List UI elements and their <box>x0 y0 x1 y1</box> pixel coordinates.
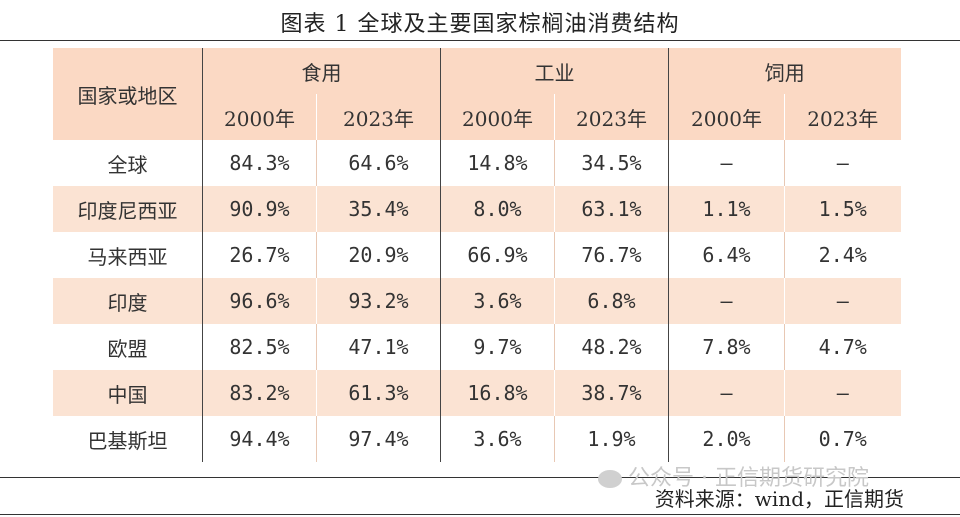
value-cell: 66.9% <box>440 232 555 278</box>
year-header: 2023年 <box>316 94 441 140</box>
value-cell: — <box>784 278 901 324</box>
group-header-feed: 饲用 <box>668 48 901 94</box>
value-cell: 35.4% <box>316 186 441 232</box>
value-cell: 63.1% <box>554 186 669 232</box>
year-header: 2023年 <box>784 94 901 140</box>
value-cell: 8.0% <box>440 186 555 232</box>
value-cell: 20.9% <box>316 232 441 278</box>
watermark-text: 公众号 · 正信期货研究院 <box>628 466 869 491</box>
value-cell: 6.4% <box>668 232 785 278</box>
value-cell: 97.4% <box>316 416 441 462</box>
value-cell: 34.5% <box>554 140 669 186</box>
value-cell: 3.6% <box>440 416 555 462</box>
region-cell: 马来西亚 <box>52 232 203 278</box>
year-header: 2023年 <box>554 94 669 140</box>
table-row: 巴基斯坦 94.4% 97.4% 3.6% 1.9% 2.0% 0.7% <box>52 416 901 462</box>
value-cell: 93.2% <box>316 278 441 324</box>
value-cell: 82.5% <box>202 324 317 370</box>
table-row: 印度尼西亚 90.9% 35.4% 8.0% 63.1% 1.1% 1.5% <box>52 186 901 232</box>
value-cell: 1.5% <box>784 186 901 232</box>
bottom-rule <box>0 477 960 478</box>
table-row: 欧盟 82.5% 47.1% 9.7% 48.2% 7.8% 4.7% <box>52 324 901 370</box>
bottom-rule <box>0 514 960 515</box>
value-cell: — <box>784 370 901 416</box>
value-cell: 94.4% <box>202 416 317 462</box>
value-cell: 90.9% <box>202 186 317 232</box>
wechat-icon <box>598 470 622 488</box>
group-header-food: 食用 <box>202 48 441 94</box>
value-cell: 96.6% <box>202 278 317 324</box>
value-cell: 14.8% <box>440 140 555 186</box>
year-header: 2000年 <box>440 94 555 140</box>
region-cell: 印度 <box>52 278 203 324</box>
consumption-table: 国家或地区 食用 工业 饲用 2000年 2023年 2000年 2023年 2… <box>52 48 901 462</box>
table-row: 全球 84.3% 64.6% 14.8% 34.5% — — <box>52 140 901 186</box>
value-cell: 6.8% <box>554 278 669 324</box>
region-column-header: 国家或地区 <box>52 48 203 140</box>
value-cell: — <box>668 370 785 416</box>
year-header: 2000年 <box>668 94 785 140</box>
region-cell: 欧盟 <box>52 324 203 370</box>
table-row: 马来西亚 26.7% 20.9% 66.9% 76.7% 6.4% 2.4% <box>52 232 901 278</box>
table-row: 印度 96.6% 93.2% 3.6% 6.8% — — <box>52 278 901 324</box>
value-cell: 76.7% <box>554 232 669 278</box>
value-cell: 1.9% <box>554 416 669 462</box>
value-cell: — <box>784 140 901 186</box>
table-row: 中国 83.2% 61.3% 16.8% 38.7% — — <box>52 370 901 416</box>
source-note: 资料来源：wind，正信期货 <box>654 487 904 511</box>
value-cell: 9.7% <box>440 324 555 370</box>
watermark: 公众号 · 正信期货研究院 <box>598 460 869 492</box>
value-cell: 1.1% <box>668 186 785 232</box>
figure-title: 图表 1 全球及主要国家棕榈油消费结构 <box>280 12 680 37</box>
value-cell: 48.2% <box>554 324 669 370</box>
top-rule <box>0 40 960 41</box>
value-cell: 83.2% <box>202 370 317 416</box>
value-cell: 61.3% <box>316 370 441 416</box>
region-cell: 全球 <box>52 140 203 186</box>
value-cell: 38.7% <box>554 370 669 416</box>
value-cell: — <box>668 140 785 186</box>
value-cell: 0.7% <box>784 416 901 462</box>
value-cell: 26.7% <box>202 232 317 278</box>
value-cell: — <box>668 278 785 324</box>
value-cell: 84.3% <box>202 140 317 186</box>
value-cell: 16.8% <box>440 370 555 416</box>
value-cell: 4.7% <box>784 324 901 370</box>
value-cell: 2.0% <box>668 416 785 462</box>
region-cell: 中国 <box>52 370 203 416</box>
value-cell: 3.6% <box>440 278 555 324</box>
value-cell: 47.1% <box>316 324 441 370</box>
value-cell: 7.8% <box>668 324 785 370</box>
value-cell: 2.4% <box>784 232 901 278</box>
region-cell: 印度尼西亚 <box>52 186 203 232</box>
year-header: 2000年 <box>202 94 317 140</box>
region-cell: 巴基斯坦 <box>52 416 203 462</box>
value-cell: 64.6% <box>316 140 441 186</box>
group-header-industrial: 工业 <box>440 48 669 94</box>
